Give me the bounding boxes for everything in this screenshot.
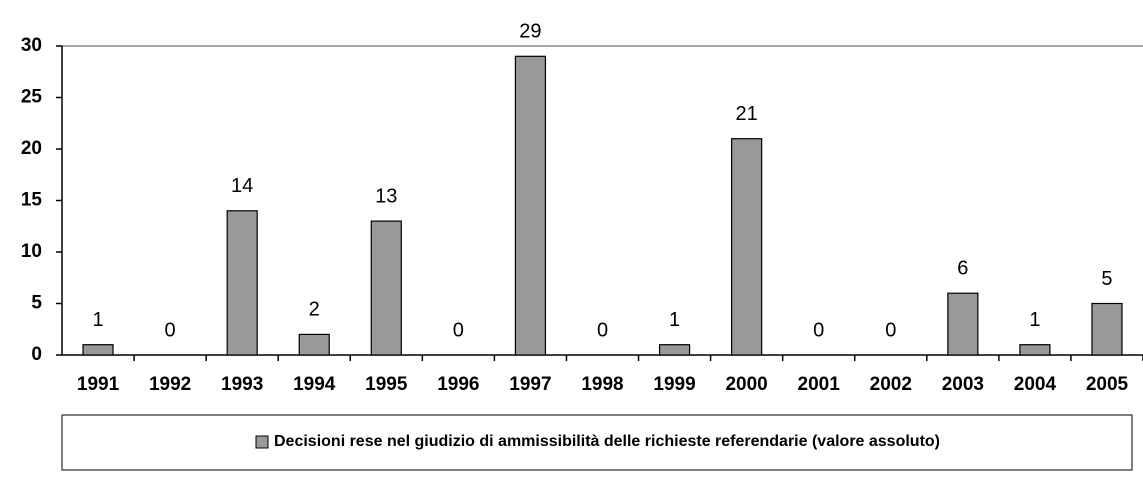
value-label: 0 (165, 319, 176, 341)
x-tick-label: 1999 (653, 374, 695, 395)
x-tick-label: 1996 (437, 374, 479, 395)
legend-swatch (255, 435, 269, 449)
y-tick-label: 30 (21, 35, 42, 56)
x-tick-label: 1993 (221, 374, 263, 395)
bar (1091, 302, 1123, 356)
value-label: 5 (1101, 268, 1112, 290)
value-label: 21 (736, 103, 758, 125)
value-label: 1 (669, 309, 680, 331)
bar (514, 55, 547, 356)
value-label: 2 (309, 299, 320, 321)
x-tick-label: 2000 (725, 374, 767, 395)
bar (370, 220, 402, 356)
bar (658, 344, 691, 356)
value-label: 13 (375, 185, 397, 207)
value-label: 1 (92, 309, 103, 331)
y-tick-label: 10 (21, 241, 42, 262)
x-tick-label: 1991 (77, 374, 120, 395)
y-tick-label: 0 (31, 344, 42, 365)
value-label: 6 (957, 257, 968, 279)
legend-box (61, 414, 1133, 471)
value-label: 0 (453, 319, 464, 341)
value-label: 1 (1029, 309, 1040, 331)
bar (1019, 344, 1051, 356)
x-tick-label: 1994 (293, 374, 336, 395)
x-tick-label: 1997 (509, 374, 551, 395)
x-tick-label: 2002 (870, 374, 912, 395)
x-tick-label: 1992 (149, 374, 191, 395)
x-tick-label: 1995 (365, 374, 408, 395)
x-tick-label: 2005 (1086, 374, 1129, 395)
y-tick-label: 20 (21, 138, 42, 159)
value-label: 0 (597, 319, 608, 341)
legend-label: Decisioni rese nel giudizio di ammissibi… (274, 433, 940, 450)
x-tick-label: 1998 (581, 374, 623, 395)
bar (82, 344, 114, 356)
value-label: 14 (231, 175, 253, 197)
y-tick-label: 25 (21, 87, 43, 108)
bar (226, 210, 258, 356)
value-label: 29 (519, 21, 541, 43)
value-label: 0 (813, 319, 824, 341)
x-tick-label: 2004 (1014, 374, 1057, 395)
bar (298, 333, 330, 356)
x-tick-label: 2003 (942, 374, 984, 395)
y-tick-label: 15 (21, 190, 43, 211)
value-label: 0 (885, 319, 896, 341)
bar (731, 138, 763, 356)
y-tick-label: 5 (31, 293, 42, 314)
x-tick-label: 2001 (798, 374, 841, 395)
bar (947, 292, 979, 356)
